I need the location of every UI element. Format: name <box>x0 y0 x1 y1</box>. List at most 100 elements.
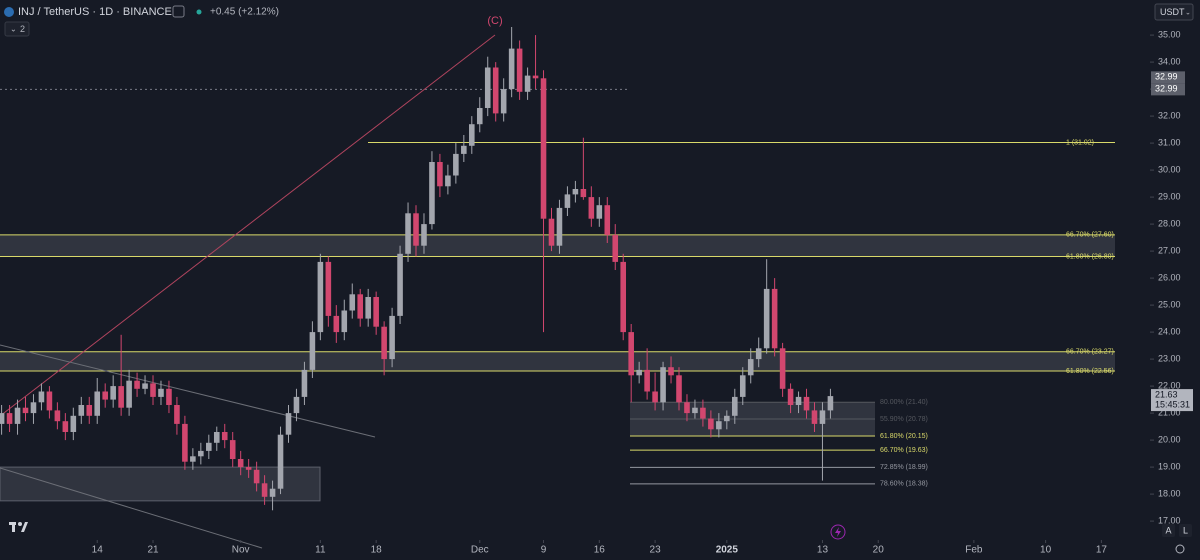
candle-body <box>94 391 101 416</box>
auto-scale: A <box>1165 525 1171 535</box>
candle-body <box>564 194 571 208</box>
candle-body <box>0 413 5 424</box>
fib-label: 66.70% (23.27) <box>1066 349 1114 356</box>
x-tick-label: Feb <box>965 545 983 556</box>
candle-body <box>676 375 682 403</box>
candle-body <box>795 396 802 405</box>
candle-body <box>461 145 467 154</box>
x-tick-label: 20 <box>873 545 885 556</box>
candle-body <box>620 261 627 333</box>
candle-body <box>341 310 348 333</box>
candle-body <box>317 261 324 333</box>
y-tick-label: 22.00 <box>1158 380 1181 390</box>
candle-body <box>429 162 435 225</box>
candle-body <box>333 315 340 333</box>
logo <box>9 522 28 532</box>
auto-button[interactable] <box>1162 524 1175 537</box>
candle-body <box>389 315 395 360</box>
candle-body <box>182 423 188 462</box>
candle-body <box>54 410 61 422</box>
symbol-icon <box>4 7 14 17</box>
fib-label: 1 (31.02) <box>1066 139 1094 146</box>
candle-body <box>692 407 698 414</box>
indicator-toggle[interactable] <box>4 21 30 37</box>
x-tick-label: 14 <box>92 545 104 556</box>
candle-body <box>309 332 316 370</box>
x-tick-label: 17 <box>1096 545 1108 556</box>
candle-body <box>628 332 634 376</box>
y-tick-label: 18.00 <box>1158 488 1181 498</box>
fib-label: 72.85% (18.99) <box>880 464 928 471</box>
candle-body <box>532 75 539 79</box>
y-tick-label: 30.00 <box>1158 164 1181 174</box>
candle-body <box>110 386 116 400</box>
candle-body <box>572 189 579 195</box>
fib-label: 80.00% (21.40) <box>880 399 928 406</box>
candle-body <box>261 483 268 497</box>
candle-body <box>524 75 531 92</box>
y-tick-label: 32.00 <box>1158 110 1181 120</box>
x-tick-label: 9 <box>541 545 547 556</box>
fib-label: 55.90% (20.78) <box>880 416 928 423</box>
candle-body <box>484 67 491 108</box>
x-tick-label: 18 <box>371 545 383 556</box>
zone <box>0 351 1115 371</box>
y-tick-label: 25.00 <box>1158 299 1181 309</box>
price-tag-label: 32.99 <box>1155 84 1178 94</box>
y-tick-label: 23.00 <box>1158 353 1181 363</box>
candle-body <box>213 432 220 443</box>
candle-body <box>397 253 403 316</box>
last-price-tag <box>1151 389 1193 412</box>
candle-body <box>636 369 642 376</box>
x-tick-label: Nov <box>232 545 250 556</box>
candle-body <box>325 261 332 316</box>
candle-body <box>126 380 132 408</box>
flag-button[interactable] <box>172 5 185 18</box>
currency: USDT <box>1160 7 1185 17</box>
candle-body <box>492 67 499 114</box>
channel-line <box>0 467 263 549</box>
candle-body <box>700 407 706 419</box>
chevron: ⌄ <box>10 25 17 34</box>
currency-button[interactable] <box>1154 3 1194 21</box>
candle-body <box>245 467 252 470</box>
candle-body <box>301 369 308 397</box>
candle-body <box>253 469 260 484</box>
log-button[interactable] <box>1179 524 1192 537</box>
candle-body <box>285 413 292 435</box>
candle-body <box>787 388 794 405</box>
y-tick-label: 20.00 <box>1158 434 1181 444</box>
candle-body <box>588 197 595 219</box>
y-tick-label: 27.00 <box>1158 245 1181 255</box>
candle-body <box>421 224 427 246</box>
logo-part <box>21 522 28 532</box>
candle-body <box>731 396 738 416</box>
candle-body <box>508 48 515 90</box>
x-tick-label: Dec <box>471 545 489 556</box>
candle-body <box>453 153 459 176</box>
settings-button[interactable] <box>1175 544 1185 554</box>
candle-body <box>158 388 164 397</box>
candle-body <box>763 288 770 349</box>
candle-body <box>206 442 212 451</box>
x-tick-label: 2025 <box>716 545 739 556</box>
events-icon <box>835 527 841 537</box>
countdown: 15:45:31 <box>1155 399 1190 409</box>
candle-body <box>237 459 244 468</box>
y-tick-label: 26.00 <box>1158 272 1181 282</box>
candle-body <box>413 213 419 246</box>
candle-body <box>604 205 611 235</box>
x-tick-label: 13 <box>817 545 829 556</box>
candle-body <box>349 294 356 311</box>
status-dot <box>196 9 202 15</box>
log-scale: L <box>1183 525 1188 535</box>
candle-body <box>445 175 451 187</box>
candle-body <box>827 396 834 411</box>
candle-body <box>190 456 196 462</box>
y-tick-label: 35.00 <box>1158 29 1181 39</box>
candle-body <box>118 386 124 408</box>
events-button[interactable] <box>830 524 846 540</box>
candle-body <box>437 162 443 187</box>
